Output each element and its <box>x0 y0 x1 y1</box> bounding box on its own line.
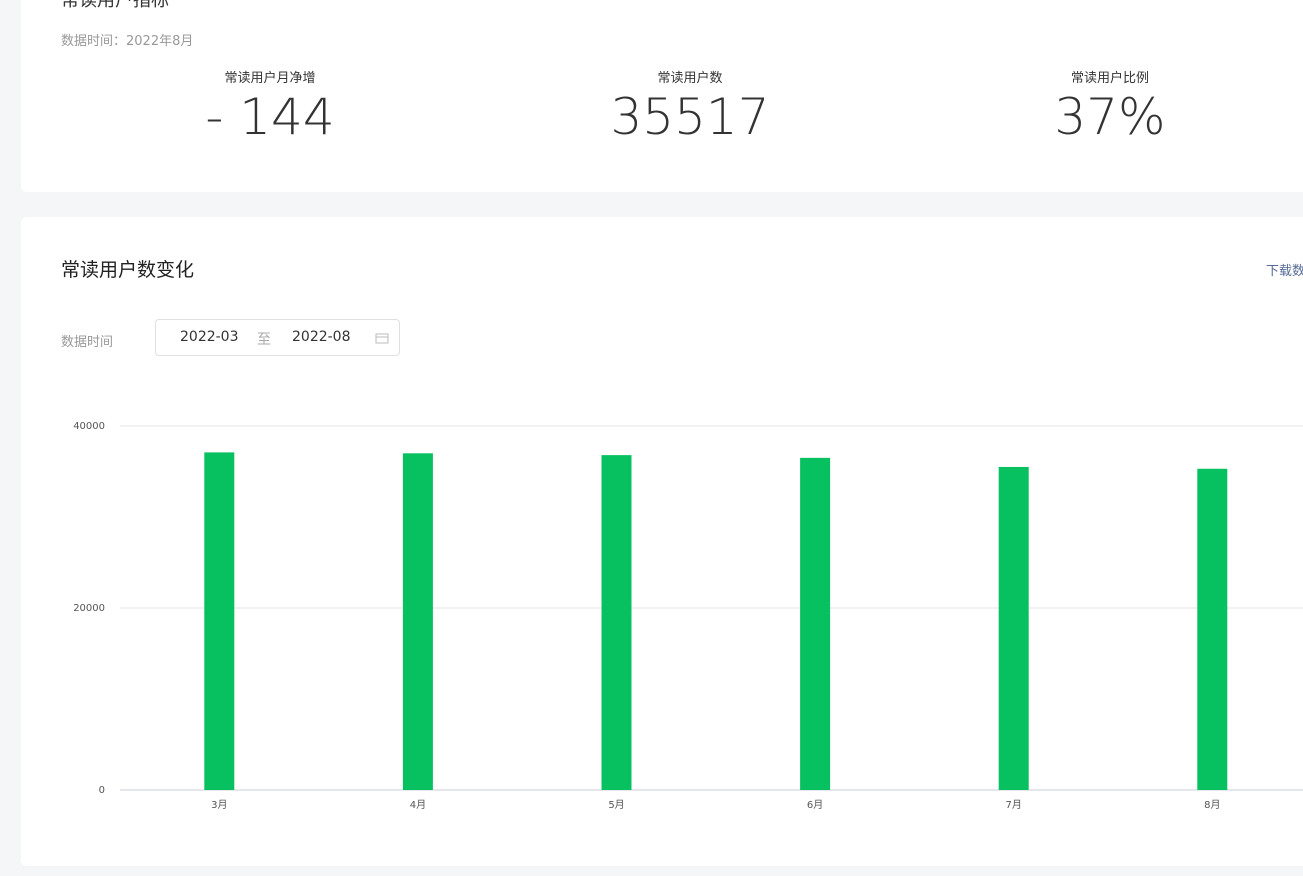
metric-value: 35517 <box>610 88 770 146</box>
card-title: 常读用户指标 <box>61 0 169 11</box>
y-tick-label: 40000 <box>73 421 105 432</box>
calendar-icon <box>375 333 389 344</box>
bar <box>601 455 632 790</box>
card-title: 常读用户数变化 <box>61 259 195 281</box>
bar <box>204 452 235 790</box>
x-tick-label: 8月 <box>1204 799 1220 811</box>
data-time: 数据时间：2022年8月 <box>61 34 194 49</box>
metric-label: 常读用户月净增 <box>224 71 316 86</box>
metric-label: 常读用户比例 <box>1070 71 1150 86</box>
bar <box>998 466 1029 790</box>
filter-label: 数据时间 <box>61 335 114 350</box>
y-tick-label: 0 <box>99 785 105 796</box>
x-tick-label: 7月 <box>1006 799 1022 811</box>
metric-value: 37% <box>1054 88 1166 146</box>
range-separator: 至 <box>257 332 271 348</box>
bar <box>402 453 433 790</box>
download-link[interactable]: 下载数据 <box>1266 264 1303 279</box>
range-start: 2022-03 <box>180 329 239 345</box>
y-tick-label: 20000 <box>73 603 105 614</box>
summary-card: 常读用户指标 数据时间：2022年8月 常读用户月净增 - 144 常读用户数 … <box>21 0 1303 192</box>
metric-label: 常读用户数 <box>657 71 723 86</box>
x-tick-label: 6月 <box>807 799 823 811</box>
x-tick-label: 4月 <box>410 799 426 811</box>
range-end: 2022-08 <box>292 329 351 345</box>
trend-card: 常读用户数变化 下载数据 数据时间 2022-03 至 2022-08 <box>21 217 1303 866</box>
metric-value: - 144 <box>205 88 335 146</box>
x-tick-label: 3月 <box>211 799 227 811</box>
date-range-picker[interactable]: 2022-03 至 2022-08 <box>155 319 400 356</box>
bar <box>800 457 831 790</box>
x-tick-label: 5月 <box>608 799 624 811</box>
bar <box>1197 468 1228 790</box>
